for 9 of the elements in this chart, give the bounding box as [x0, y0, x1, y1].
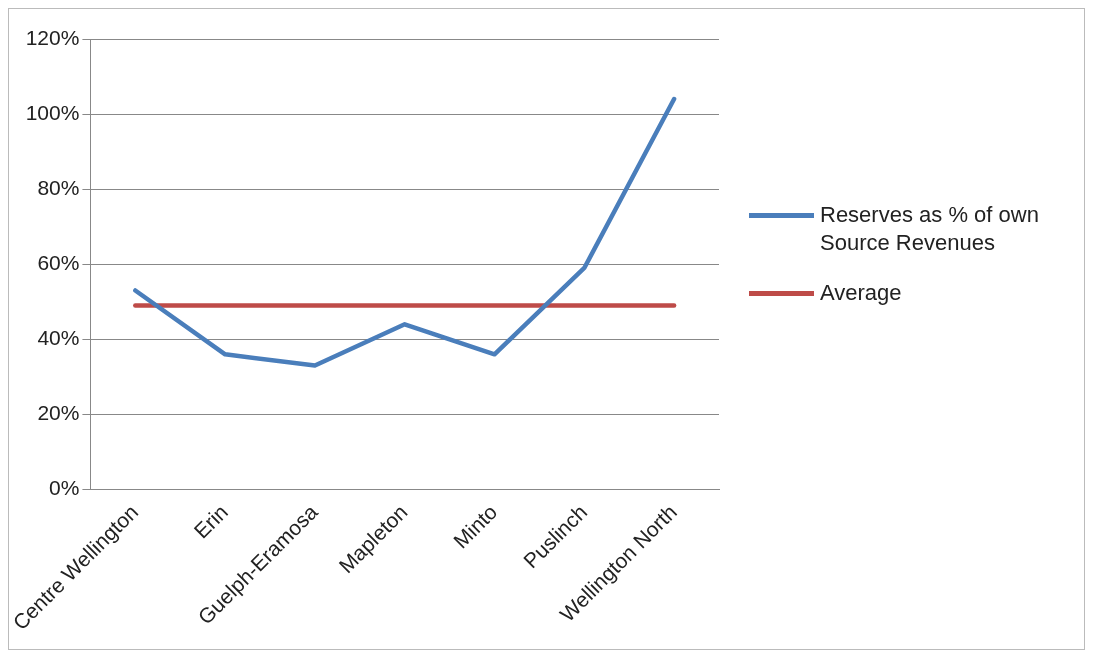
legend-label: Reserves as % of own Source Revenues: [820, 201, 1040, 257]
y-tick-label: 80%: [37, 175, 80, 199]
legend-label: Average: [820, 279, 903, 307]
y-tick-label: 20%: [37, 401, 80, 425]
y-tick-label: 40%: [37, 326, 80, 350]
y-tick-label: 120%: [25, 25, 80, 49]
y-tick-label: 0%: [49, 476, 80, 500]
y-tick-label: 60%: [37, 251, 80, 275]
y-tick-label: 100%: [25, 100, 80, 124]
